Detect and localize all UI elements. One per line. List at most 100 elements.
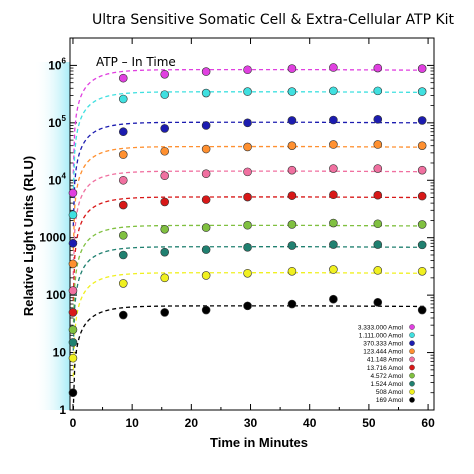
data-point [243, 65, 252, 75]
data-point [68, 338, 78, 347]
data-point [68, 210, 78, 220]
legend-label: 1.111.000 Amol [359, 332, 404, 339]
data-point [243, 268, 252, 278]
x-tick-label: 20 [185, 416, 199, 430]
data-point [201, 305, 211, 315]
data-point [68, 238, 78, 248]
data-point [243, 301, 252, 311]
data-point [243, 118, 252, 128]
data-point [329, 265, 338, 274]
data-point [243, 243, 252, 252]
data-point [243, 167, 252, 177]
x-tick-label: 10 [125, 416, 139, 430]
data-point [417, 305, 427, 315]
data-point [160, 308, 169, 317]
data-point [201, 271, 211, 280]
legend-label: 3.333.000 Amol [358, 324, 404, 331]
data-point [287, 87, 297, 96]
data-point [373, 190, 383, 200]
fit-curve [72, 272, 427, 377]
data-point [243, 192, 252, 202]
fit-curve [72, 224, 427, 330]
data-point [287, 267, 297, 276]
fit-curve [72, 246, 427, 351]
x-tick-label: 40 [303, 416, 317, 430]
data-point [68, 259, 78, 269]
data-point [160, 225, 169, 234]
y-tick-label: 100 [46, 288, 66, 302]
legend-label: 1.524 Amol [370, 381, 403, 388]
data-point [160, 90, 169, 99]
data-point [68, 286, 78, 295]
y-axis-ticks: 1 10 100 1000 104 105 106 [39, 56, 434, 417]
legend-marker [409, 332, 415, 338]
data-point [160, 273, 169, 283]
data-point [417, 165, 427, 175]
y-tick-label: 1 [59, 403, 66, 417]
fit-curve [72, 196, 427, 301]
data-point [118, 94, 128, 104]
data-point [160, 146, 169, 156]
data-point [417, 64, 427, 73]
fit-curve [72, 305, 427, 410]
data-point [118, 200, 128, 210]
data-point [287, 141, 297, 150]
legend-marker [409, 348, 415, 355]
data-point [373, 140, 383, 149]
data-point [118, 250, 128, 260]
data-point [287, 116, 297, 125]
y-tick-label: 105 [48, 114, 66, 130]
data-point [329, 115, 338, 125]
data-point [329, 294, 338, 304]
data-point [373, 63, 383, 73]
y-axis-label: Relative Light Units (RLU) [21, 156, 36, 316]
data-point [160, 197, 169, 207]
data-point [373, 240, 383, 249]
data-point [118, 150, 128, 159]
data-point [68, 188, 78, 198]
data-point [417, 87, 427, 96]
legend-label: 13.716 Amol [367, 365, 404, 372]
legend-marker [409, 388, 415, 395]
data-point [417, 191, 427, 201]
data-point [201, 121, 211, 130]
data-point [68, 325, 78, 335]
data-point [329, 240, 338, 249]
data-point [118, 175, 128, 185]
legend-label: 508 Amol [376, 389, 404, 396]
legend-marker [409, 397, 415, 403]
data-point [287, 191, 297, 200]
y-tick-label: 104 [48, 171, 66, 187]
data-point [201, 88, 211, 98]
data-point [329, 86, 338, 96]
data-point [68, 388, 78, 398]
data-point [160, 124, 169, 133]
data-point [201, 195, 211, 204]
data-point [329, 218, 338, 228]
data-point [373, 266, 383, 275]
data-points [68, 63, 427, 398]
legend-label: 169 Amol [376, 397, 404, 404]
data-point [68, 353, 78, 363]
fit-curve [72, 170, 427, 276]
legend-marker [409, 372, 415, 379]
data-point [329, 164, 338, 173]
chart-annotation: ATP – In Time [96, 55, 176, 69]
data-point [329, 63, 338, 72]
data-point [201, 144, 211, 154]
x-tick-label: 50 [362, 416, 376, 430]
data-point [417, 141, 427, 150]
data-point [329, 140, 338, 149]
data-point [373, 86, 383, 96]
plot-frame [69, 37, 435, 411]
data-point [243, 220, 252, 230]
fit-curves [72, 68, 427, 410]
data-point [417, 240, 427, 250]
data-point [373, 298, 383, 307]
data-point [287, 299, 297, 309]
legend-label: 4.572 Amol [370, 373, 403, 380]
fit-curve [72, 68, 427, 174]
y-tick-label: 106 [48, 56, 66, 72]
